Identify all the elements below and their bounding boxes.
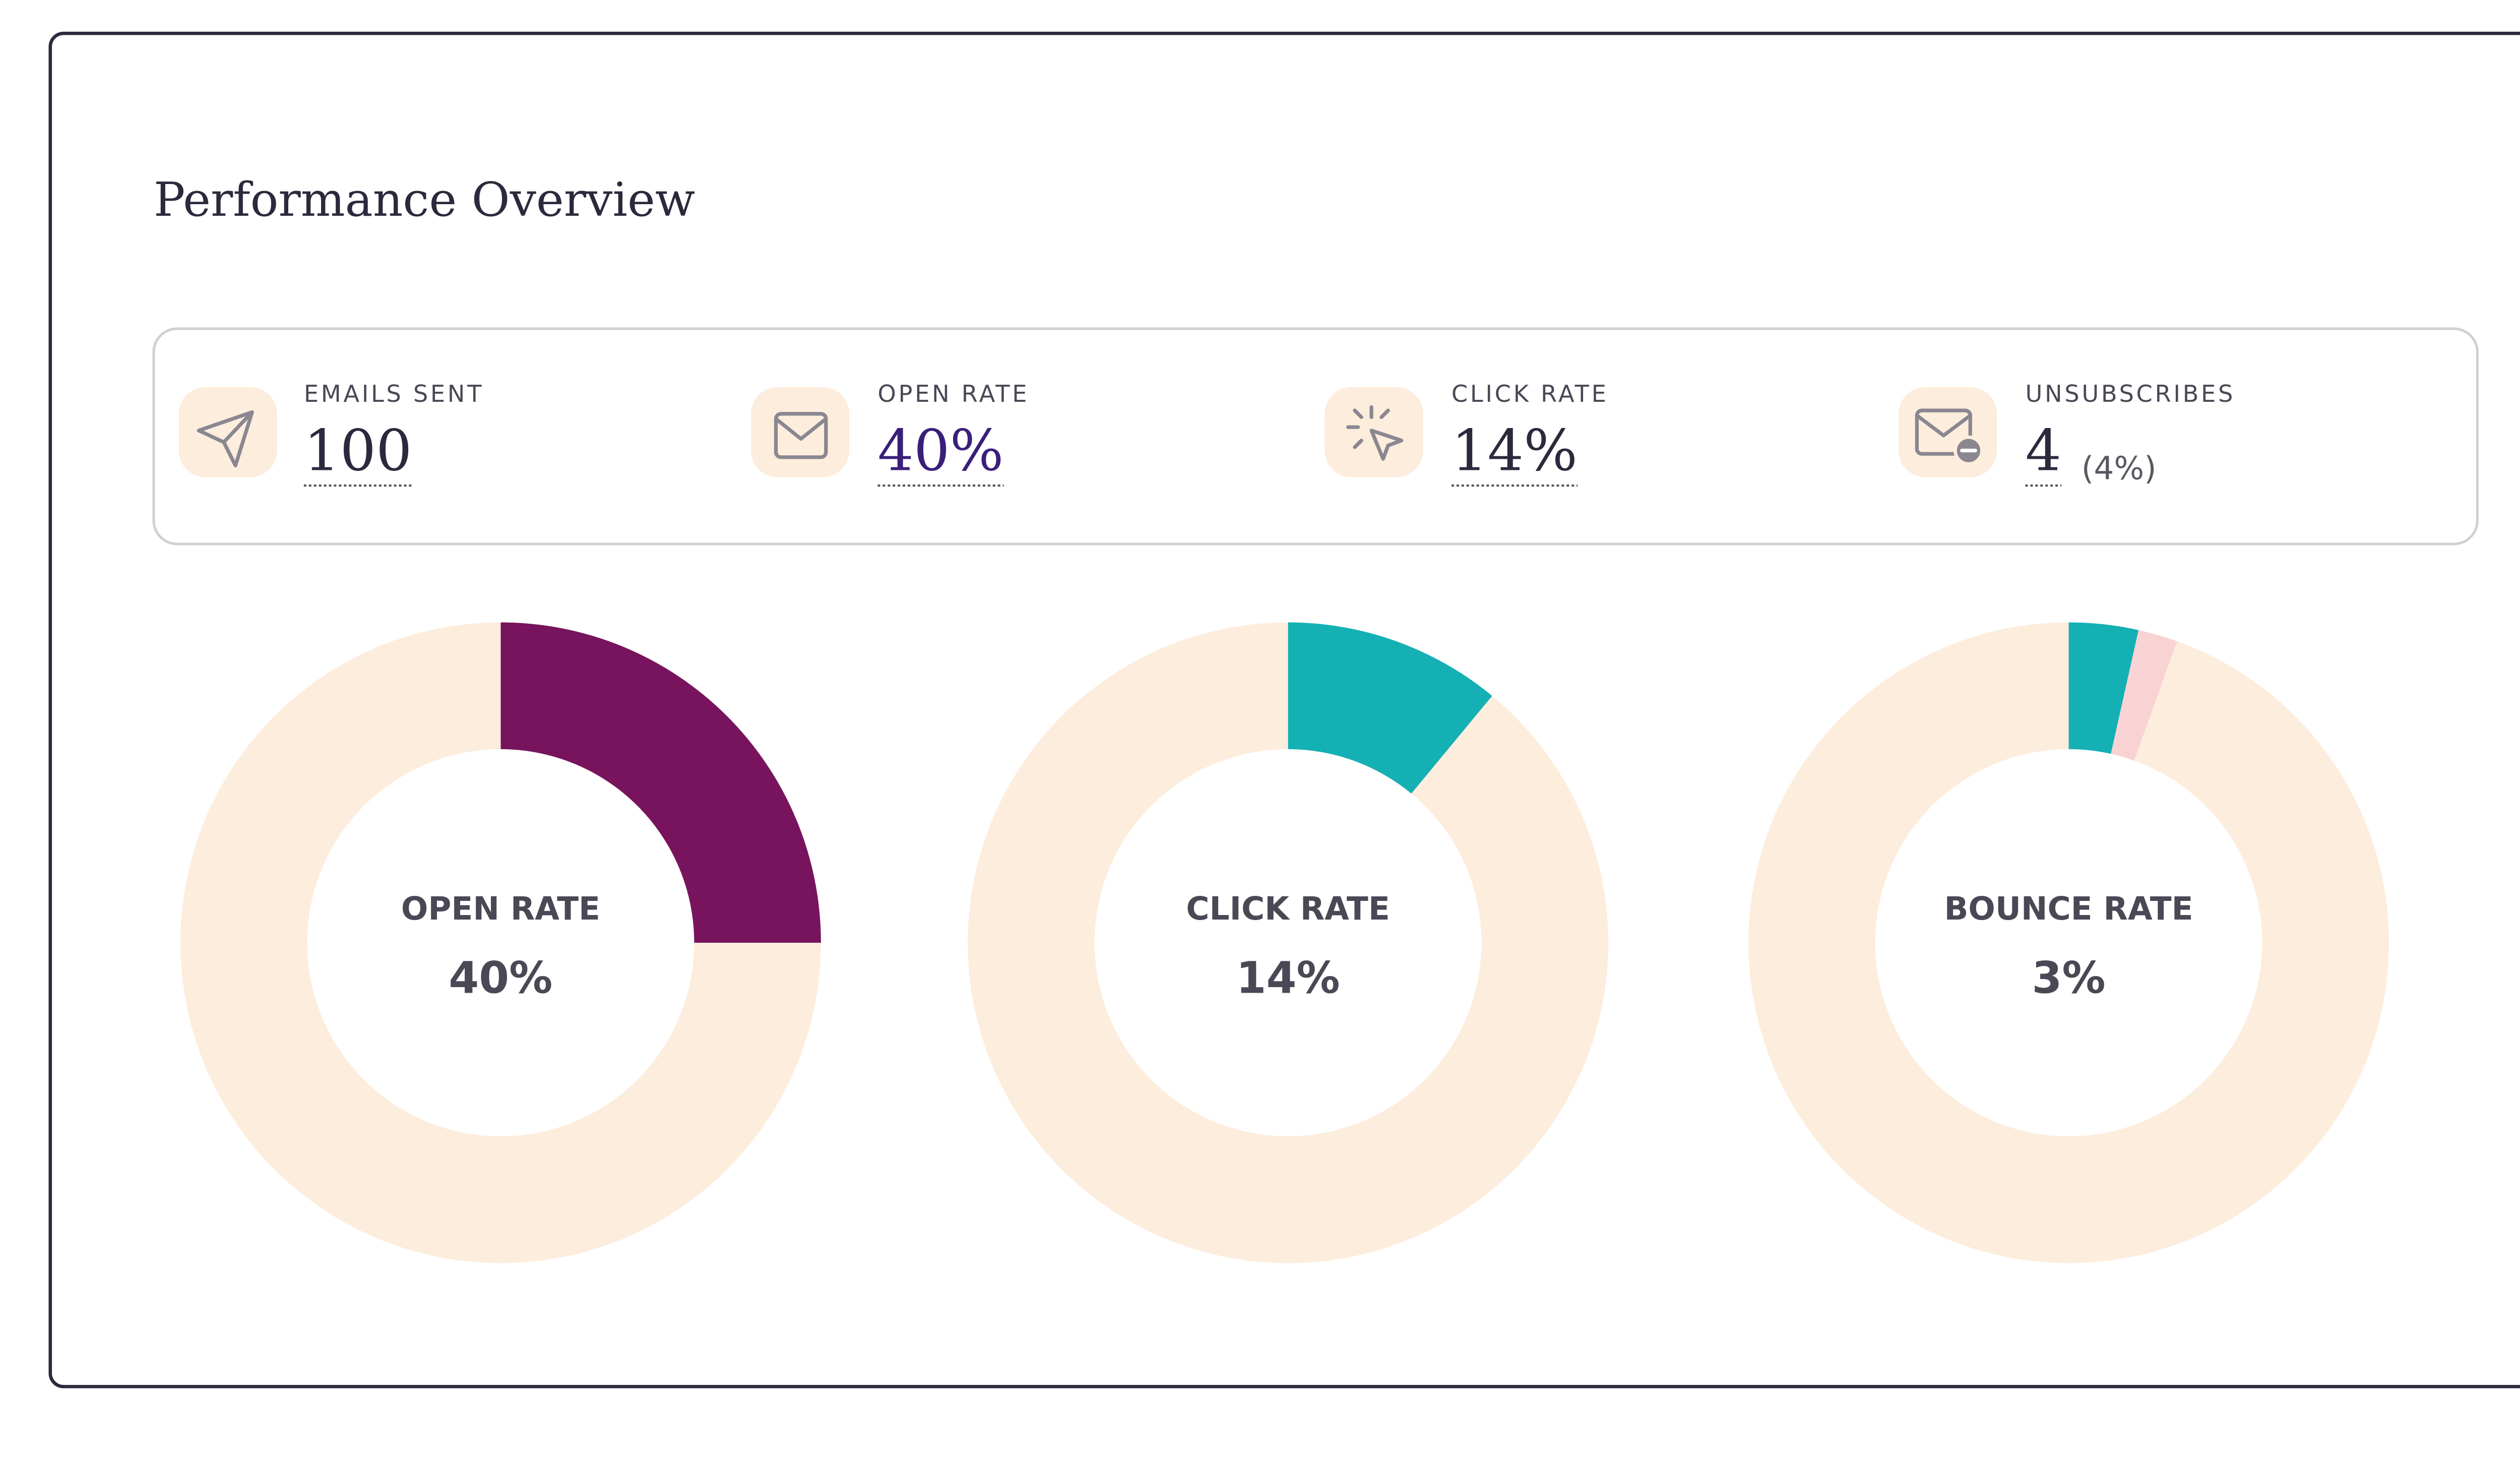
donut-title: BOUNCE RATE: [1944, 890, 2193, 927]
donut-value: 3%: [2032, 953, 2105, 1004]
donut-value: 14%: [1236, 953, 1340, 1004]
stat-value: 14%: [1452, 418, 1578, 484]
stat-label: CLICK RATE: [1452, 380, 1609, 407]
mail-icon: [774, 412, 828, 459]
click-icon: [1346, 405, 1404, 461]
icon-bg: [750, 387, 850, 477]
page-title: Performance Overview: [154, 172, 695, 227]
donut-value: 40%: [449, 953, 552, 1004]
stat-value: 4: [2025, 418, 2061, 484]
donut-segment: [180, 622, 821, 1263]
stat-note: (4%): [2082, 450, 2157, 486]
unsub-icon: [1915, 408, 1972, 456]
donut-segment: [500, 622, 821, 943]
stat-value: 100: [304, 418, 412, 484]
donut-segment: [2068, 622, 2139, 754]
mail-icon-flap: [774, 417, 828, 441]
unsub-icon-flap: [1915, 413, 1972, 438]
donut-segment: [1748, 622, 2389, 1263]
stat-label: UNSUBSCRIBES: [2025, 380, 2235, 407]
stat-label: EMAILS SENT: [304, 380, 484, 407]
donut-segment: [968, 622, 1609, 1263]
donut-segment: [2111, 630, 2177, 761]
stat-value: 40%: [877, 418, 1003, 484]
stats-box: [152, 327, 2479, 545]
donut-segment: [1288, 622, 1492, 794]
send-icon: [197, 410, 254, 468]
donut-title: CLICK RATE: [1186, 890, 1390, 927]
donut-title: OPEN RATE: [401, 890, 600, 927]
stat-label: OPEN RATE: [877, 380, 1029, 407]
icon-bg: [178, 387, 277, 477]
